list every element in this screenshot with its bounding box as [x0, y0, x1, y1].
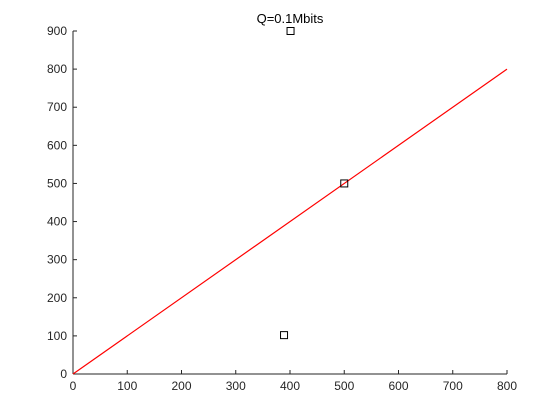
y-tick-label: 600 [47, 138, 67, 152]
y-tick-label: 300 [47, 253, 67, 267]
x-tick-label: 100 [117, 379, 137, 393]
y-tick-label: 100 [47, 329, 67, 343]
y-tick-label: 800 [47, 62, 67, 76]
data-point [286, 27, 295, 35]
data-points [280, 27, 349, 340]
y-tick-label: 200 [47, 291, 67, 305]
x-tick-label: 500 [334, 379, 354, 393]
y-tick-label: 700 [47, 100, 67, 114]
reference-line [72, 68, 508, 375]
x-tick-label: 300 [226, 379, 246, 393]
x-tick-label: 600 [388, 379, 408, 393]
x-tick-label: 700 [443, 379, 463, 393]
reference-line-group [72, 68, 508, 375]
x-axis-ticks: 0 100 200 300 400 500 600 700 800 [70, 370, 517, 393]
data-point [340, 179, 349, 188]
y-tick-label: 400 [47, 215, 67, 229]
chart-title: Q=0.1Mbits [257, 11, 324, 26]
x-tick-label: 800 [497, 379, 517, 393]
axes [72, 31, 507, 375]
x-tick-label: 200 [171, 379, 191, 393]
x-tick-label: 0 [70, 379, 77, 393]
y-tick-label: 500 [47, 176, 67, 190]
y-tick-label: 0 [60, 367, 67, 381]
x-tick-label: 400 [280, 379, 300, 393]
data-point [280, 331, 289, 340]
y-axis-ticks: 0 100 200 300 400 500 600 700 800 900 [47, 24, 77, 381]
y-tick-label: 900 [47, 24, 67, 38]
